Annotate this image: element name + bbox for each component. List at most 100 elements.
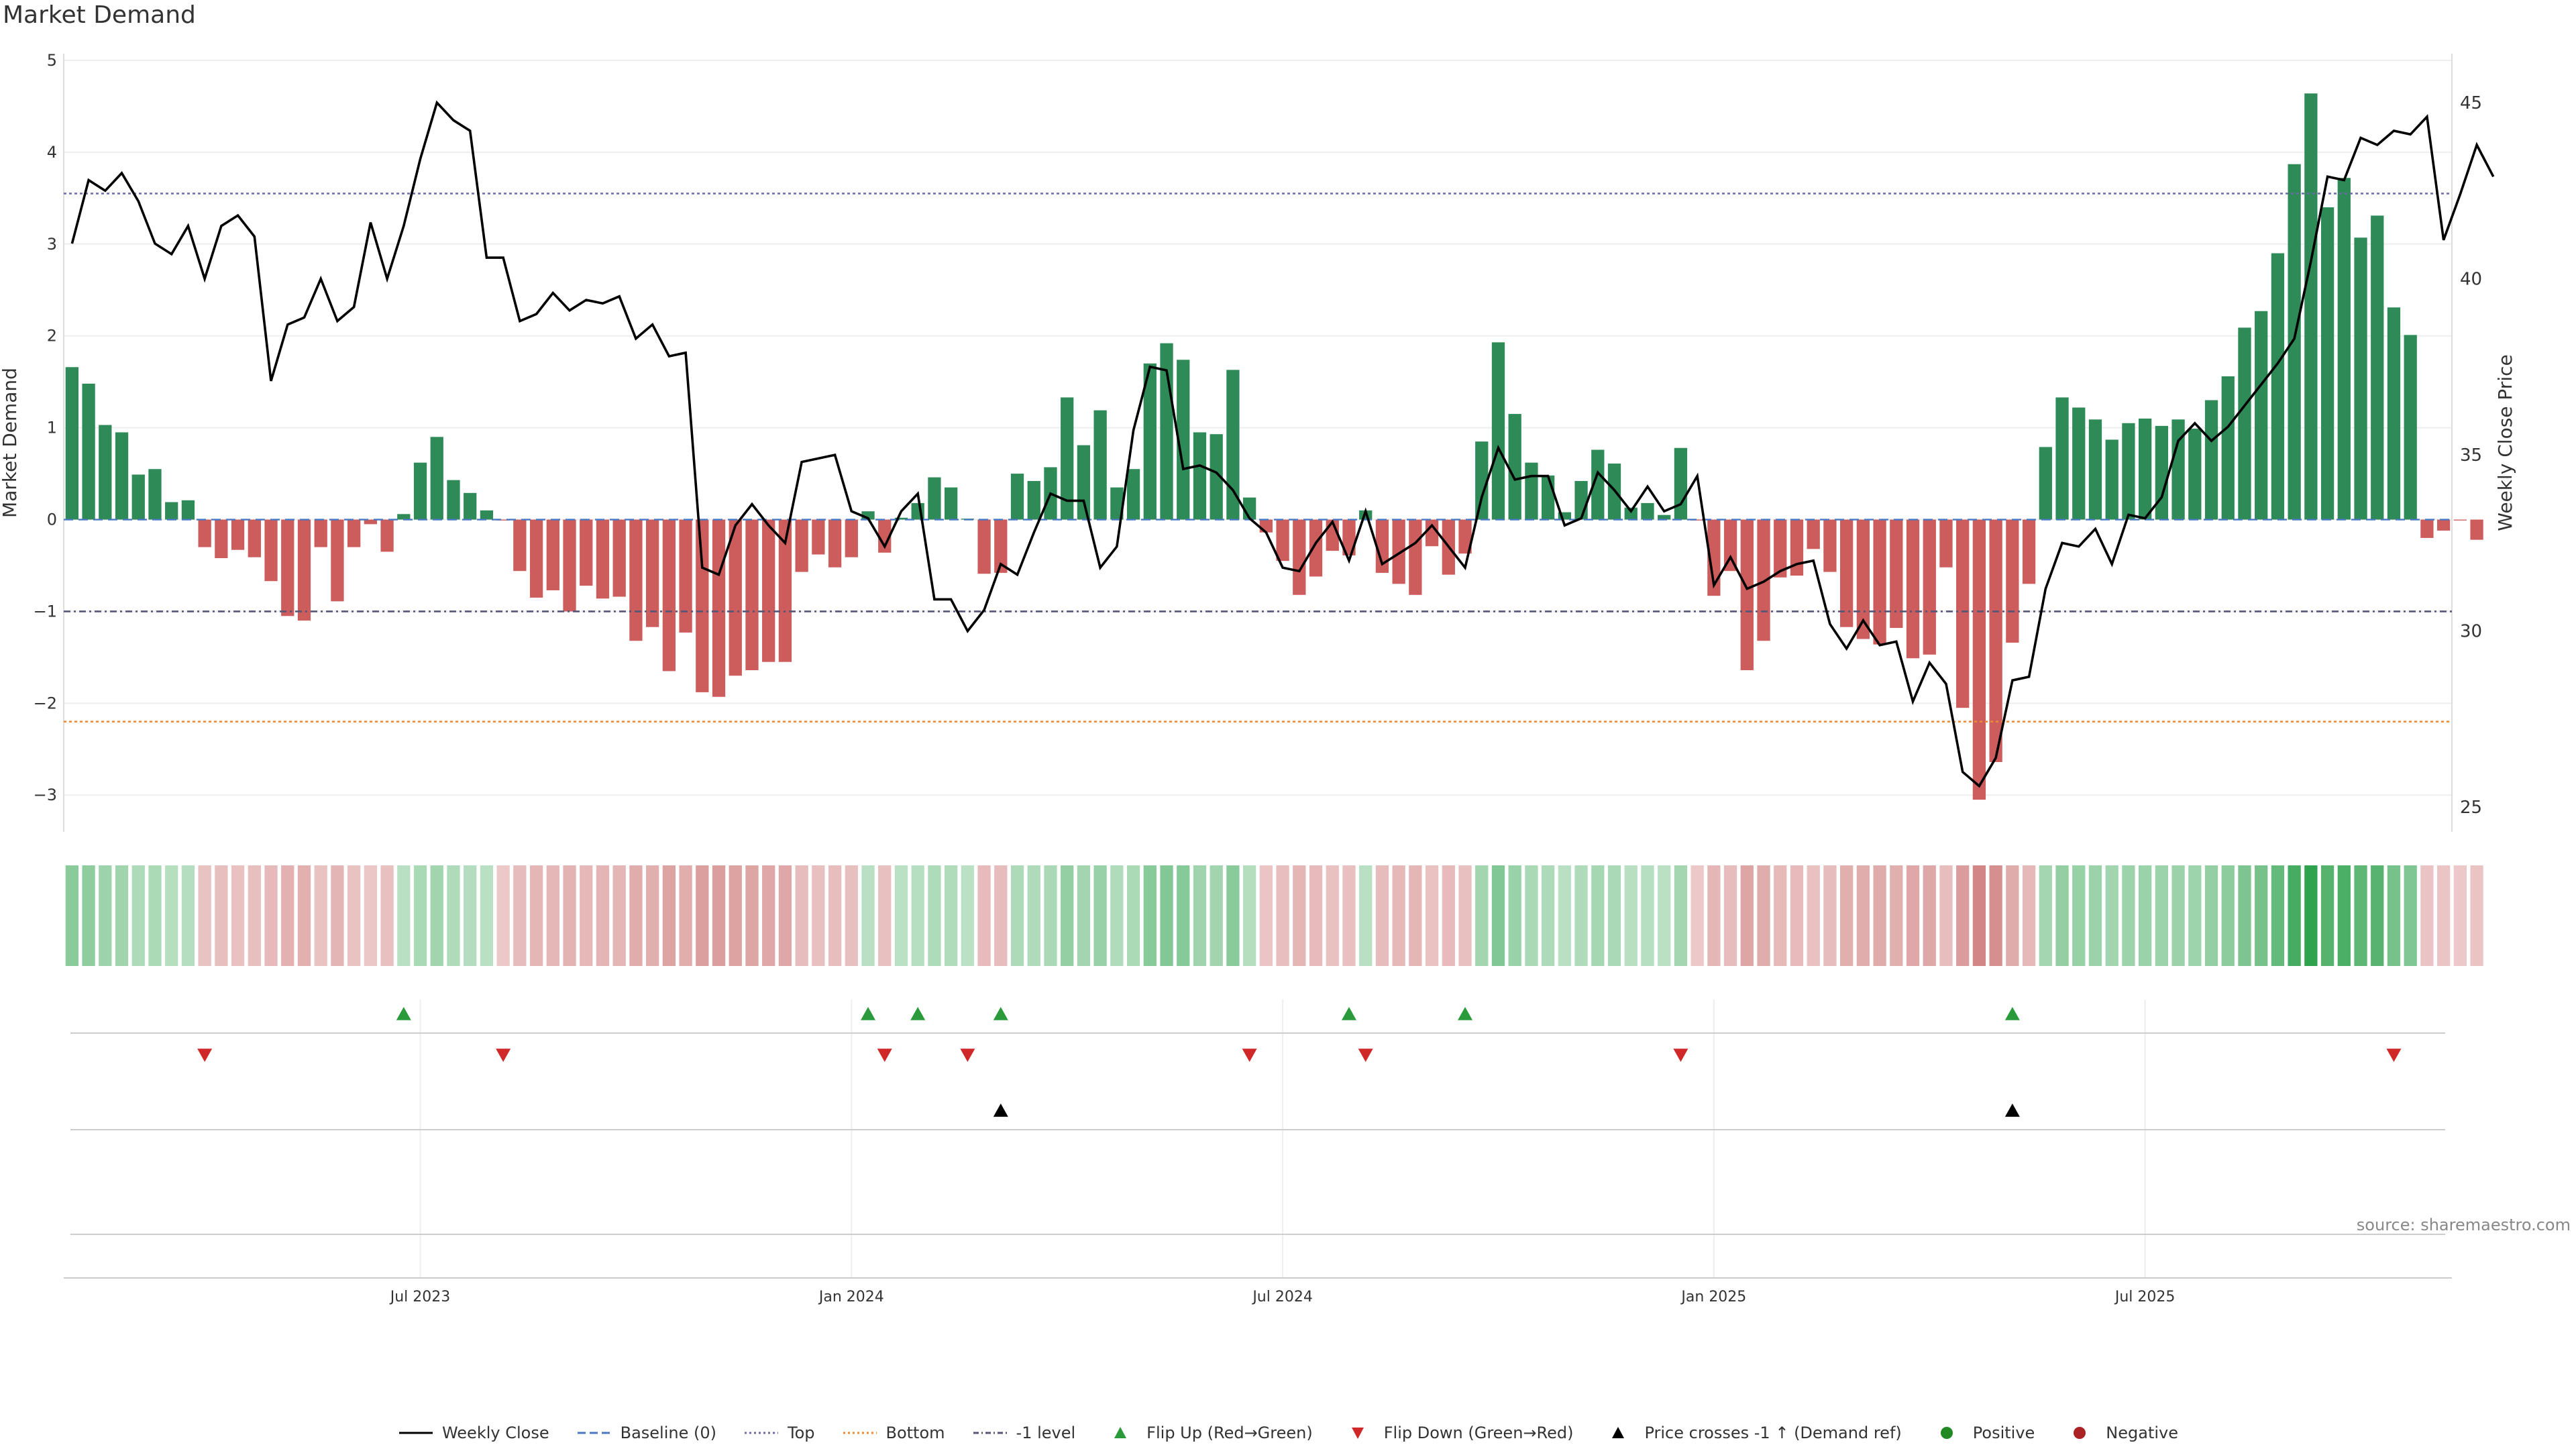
heat-cell <box>1740 865 1754 966</box>
heat-cell <box>629 865 643 966</box>
heat-cell <box>1409 865 1422 966</box>
heat-cell <box>928 865 941 966</box>
demand-bar-negative <box>281 519 294 616</box>
flip-down-marker <box>1242 1049 1257 1062</box>
heat-cell <box>778 865 792 966</box>
legend-label: Price crosses -1 ↑ (Demand ref) <box>1644 1424 1902 1442</box>
y-tick-label: −3 <box>34 786 57 804</box>
demand-bar-negative <box>546 519 559 590</box>
demand-bar-positive <box>2387 307 2401 520</box>
demand-bar-negative <box>1690 519 1704 521</box>
demand-bar-positive <box>2238 327 2251 520</box>
demand-bar-negative <box>2006 519 2019 643</box>
legend-label: Baseline (0) <box>620 1424 716 1442</box>
heat-cell <box>977 865 991 966</box>
demand-bar-negative <box>729 519 742 676</box>
legend-swatch-cross <box>1612 1427 1625 1438</box>
demand-bar-negative <box>1807 519 1820 549</box>
legend: Weekly Close Baseline (0) Top Bottom -1 leve… <box>0 1424 2576 1442</box>
heat-cell <box>2088 865 2102 966</box>
heat-cell <box>430 865 443 966</box>
heat-cell <box>2072 865 2086 966</box>
heat-cell <box>1989 865 2002 966</box>
flip-down-marker <box>197 1049 213 1062</box>
legend-item-flipdown: Flip Down (Green→Red) <box>1340 1424 1573 1442</box>
heat-cell <box>2436 865 2451 966</box>
legend-label: Weekly Close <box>441 1424 549 1442</box>
demand-bar-positive <box>1541 475 1555 520</box>
heat-cell <box>1061 865 1074 966</box>
demand-bar-negative <box>1425 519 1439 547</box>
demand-bar-positive <box>480 510 494 520</box>
demand-bar-negative <box>248 519 261 557</box>
demand-bar-positive <box>1658 515 1671 520</box>
heat-cell <box>1359 865 1373 966</box>
heat-cell <box>2255 865 2268 966</box>
heat-cell <box>231 865 245 966</box>
demand-bar-positive <box>165 502 178 520</box>
flip-up-marker <box>1458 1007 1473 1020</box>
heat-cell <box>1309 865 1323 966</box>
flip-down-marker <box>960 1049 975 1062</box>
demand-bar-positive <box>1210 434 1223 520</box>
y-tick-label: 1 <box>47 419 57 437</box>
event-panels <box>70 1007 2445 1235</box>
heat-cell <box>181 865 195 966</box>
demand-bar-positive <box>2288 164 2301 520</box>
heat-cell <box>1774 865 1787 966</box>
demand-bar-positive <box>1558 512 1572 520</box>
heat-cell <box>994 865 1008 966</box>
legend-swatch-flipup <box>1114 1427 1127 1438</box>
heat-cell <box>1591 865 1605 966</box>
heat-cell <box>712 865 726 966</box>
x-tick-label: Jan 2025 <box>1680 1289 1746 1305</box>
demand-bar-positive <box>894 517 908 520</box>
demand-bar-positive <box>99 425 112 520</box>
heat-cell <box>529 865 543 966</box>
heat-cell <box>1226 865 1240 966</box>
legend-label: Bottom <box>885 1424 945 1442</box>
demand-bar-negative <box>745 519 759 671</box>
legend-item-neg: Negative <box>2061 1424 2178 1442</box>
demand-bar-negative <box>1856 519 1870 639</box>
heat-cell <box>397 865 411 966</box>
y2-axis-label: Weekly Close Price <box>2494 354 2516 531</box>
heat-cell <box>1856 865 1870 966</box>
heat-cell <box>2105 865 2118 966</box>
heat-cell <box>115 865 129 966</box>
demand-bar-positive <box>397 514 411 520</box>
demand-bar-positive <box>1525 462 1538 520</box>
demand-bar-positive <box>1226 370 1240 520</box>
y-tick-label: 4 <box>47 143 57 162</box>
demand-bar-negative <box>496 519 510 521</box>
demand-bar-negative <box>1757 519 1770 641</box>
demand-bar-negative <box>1972 519 1986 800</box>
flip-down-marker <box>877 1049 892 1062</box>
demand-bar-positive <box>2255 311 2268 520</box>
heat-cell <box>331 865 344 966</box>
heat-cell <box>65 865 79 966</box>
demand-bar-positive <box>928 477 941 520</box>
demand-bar-negative <box>2453 519 2467 521</box>
flip-up-marker <box>396 1007 411 1020</box>
legend-item-flipup: Flip Up (Red→Green) <box>1102 1424 1313 1442</box>
demand-bar-negative <box>1774 519 1787 578</box>
heat-cell <box>248 865 261 966</box>
demand-bar-positive <box>2204 400 2218 520</box>
heat-cell <box>347 865 361 966</box>
heat-cell <box>1939 865 1953 966</box>
y-axis-label: Market Demand <box>0 368 21 518</box>
price-cross-marker <box>993 1104 1008 1117</box>
heat-cell <box>1574 865 1588 966</box>
demand-bar-positive <box>2039 447 2052 520</box>
heat-cell <box>1508 865 1521 966</box>
heat-cell <box>2371 865 2384 966</box>
heat-cell <box>464 865 477 966</box>
demand-bar-positive <box>2354 237 2367 520</box>
heat-cell <box>2238 865 2251 966</box>
demand-bar-negative <box>198 519 211 547</box>
demand-bar-positive <box>2337 178 2351 520</box>
demand-bar-negative <box>2436 519 2451 531</box>
demand-bar-positive <box>1077 445 1091 520</box>
heat-cell <box>1972 865 1986 966</box>
